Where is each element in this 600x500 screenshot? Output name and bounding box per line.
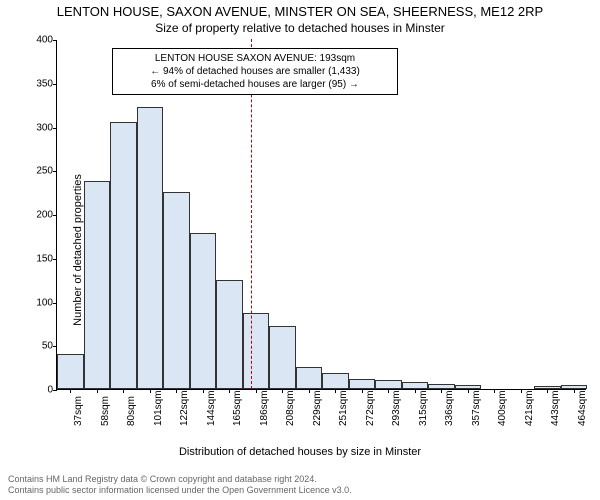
x-tick-label: 165sqm xyxy=(232,390,243,426)
x-tick-mark xyxy=(309,389,310,393)
y-tick-label: 250 xyxy=(23,166,53,177)
x-tick-label: 464sqm xyxy=(577,390,588,426)
histogram-bar xyxy=(296,367,323,389)
histogram-bar xyxy=(163,192,190,389)
histogram-bar xyxy=(322,373,349,389)
y-tick-mark xyxy=(53,128,57,129)
x-tick-mark xyxy=(415,389,416,393)
x-tick-label: 229sqm xyxy=(312,390,323,426)
x-tick-mark xyxy=(547,389,548,393)
x-tick-label: 144sqm xyxy=(206,390,217,426)
x-tick-label: 336sqm xyxy=(444,390,455,426)
y-tick-label: 0 xyxy=(23,385,53,396)
chart-container: Number of detached properties LENTON HOU… xyxy=(0,40,600,460)
annotation-title: LENTON HOUSE SAXON AVENUE: 193sqm xyxy=(119,52,391,65)
y-tick-label: 350 xyxy=(23,78,53,89)
histogram-bar xyxy=(349,379,376,390)
y-tick-mark xyxy=(53,259,57,260)
x-tick-label: 58sqm xyxy=(100,396,111,426)
y-tick-mark xyxy=(53,40,57,41)
annotation-line3: 6% of semi-detached houses are larger (9… xyxy=(119,78,391,91)
x-tick-mark xyxy=(97,389,98,393)
x-tick-label: 315sqm xyxy=(418,390,429,426)
histogram-bar xyxy=(137,107,164,389)
plot-area: LENTON HOUSE SAXON AVENUE: 193sqm ← 94% … xyxy=(56,40,586,390)
x-tick-mark xyxy=(203,389,204,393)
x-tick-label: 208sqm xyxy=(285,390,296,426)
page-title: LENTON HOUSE, SAXON AVENUE, MINSTER ON S… xyxy=(0,4,600,19)
y-tick-mark xyxy=(53,303,57,304)
y-tick-label: 100 xyxy=(23,297,53,308)
x-tick-mark xyxy=(282,389,283,393)
x-tick-mark xyxy=(441,389,442,393)
page-subtitle: Size of property relative to detached ho… xyxy=(0,21,600,35)
y-tick-mark xyxy=(53,346,57,347)
x-tick-mark xyxy=(335,389,336,393)
x-tick-mark xyxy=(521,389,522,393)
x-tick-mark xyxy=(256,389,257,393)
y-tick-label: 400 xyxy=(23,35,53,46)
histogram-bar xyxy=(402,382,429,389)
x-tick-mark xyxy=(362,389,363,393)
x-tick-mark xyxy=(229,389,230,393)
x-tick-mark xyxy=(468,389,469,393)
x-tick-label: 443sqm xyxy=(550,390,561,426)
title-block: LENTON HOUSE, SAXON AVENUE, MINSTER ON S… xyxy=(0,0,600,35)
x-tick-label: 293sqm xyxy=(391,390,402,426)
histogram-bar xyxy=(190,233,217,389)
y-tick-mark xyxy=(53,171,57,172)
page-root: LENTON HOUSE, SAXON AVENUE, MINSTER ON S… xyxy=(0,0,600,500)
x-tick-label: 186sqm xyxy=(259,390,270,426)
x-tick-mark xyxy=(123,389,124,393)
annotation-line2: ← 94% of detached houses are smaller (1,… xyxy=(119,65,391,78)
x-tick-label: 400sqm xyxy=(497,390,508,426)
y-tick-label: 200 xyxy=(23,210,53,221)
x-tick-label: 101sqm xyxy=(153,390,164,426)
footer-line2: Contains public sector information licen… xyxy=(8,485,592,496)
x-axis-label: Distribution of detached houses by size … xyxy=(0,446,600,458)
y-tick-mark xyxy=(53,390,57,391)
y-tick-label: 150 xyxy=(23,253,53,264)
histogram-bar xyxy=(110,122,137,389)
x-tick-label: 357sqm xyxy=(471,390,482,426)
histogram-bar xyxy=(216,280,243,389)
x-tick-label: 251sqm xyxy=(338,390,349,426)
x-tick-label: 80sqm xyxy=(126,396,137,426)
x-tick-label: 421sqm xyxy=(524,390,535,426)
x-tick-label: 272sqm xyxy=(365,390,376,426)
histogram-bar xyxy=(375,380,402,389)
x-tick-mark xyxy=(150,389,151,393)
y-tick-mark xyxy=(53,84,57,85)
histogram-bar xyxy=(84,181,111,389)
x-tick-mark xyxy=(176,389,177,393)
histogram-bar xyxy=(243,313,270,389)
x-tick-mark xyxy=(574,389,575,393)
y-tick-label: 300 xyxy=(23,122,53,133)
histogram-bar xyxy=(57,354,84,389)
x-tick-label: 122sqm xyxy=(179,390,190,426)
histogram-bar xyxy=(269,326,296,389)
y-tick-label: 50 xyxy=(23,341,53,352)
x-tick-mark xyxy=(70,389,71,393)
footer-line1: Contains HM Land Registry data © Crown c… xyxy=(8,474,592,485)
footer-attribution: Contains HM Land Registry data © Crown c… xyxy=(8,474,592,496)
x-tick-mark xyxy=(494,389,495,393)
x-tick-mark xyxy=(388,389,389,393)
y-tick-mark xyxy=(53,215,57,216)
marker-annotation: LENTON HOUSE SAXON AVENUE: 193sqm ← 94% … xyxy=(112,48,398,95)
x-tick-label: 37sqm xyxy=(73,396,84,426)
